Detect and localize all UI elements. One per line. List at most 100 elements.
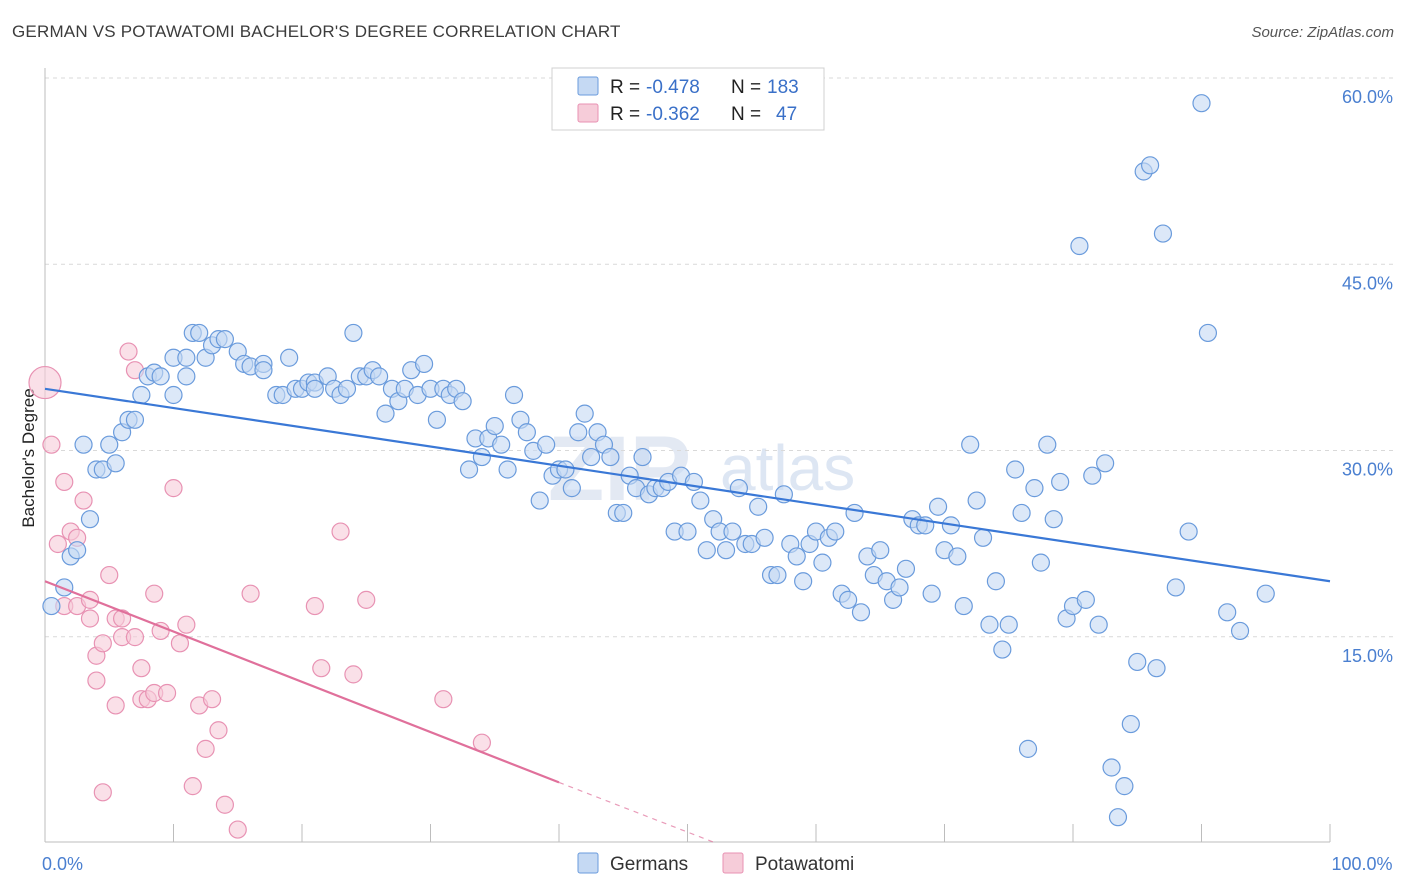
germans-point xyxy=(498,460,517,479)
germans-point xyxy=(1018,739,1038,758)
germans-point xyxy=(755,528,774,547)
germans-point xyxy=(1096,454,1115,473)
potawatomi-swatch xyxy=(577,103,599,123)
germans-point xyxy=(106,454,125,473)
germans-point xyxy=(556,460,575,479)
legend-potawatomi-label: Potawatomi xyxy=(755,854,854,875)
germans-point xyxy=(370,367,389,386)
germans-point xyxy=(215,330,234,349)
potawatomi-point xyxy=(312,659,331,678)
y-tick-label: 15.0% xyxy=(1342,646,1393,666)
germans-point xyxy=(1102,758,1121,777)
germans-point xyxy=(453,392,472,411)
germans-point xyxy=(954,596,973,616)
stats-legend: R = -0.478 N = 183 R = -0.362 N = 47 xyxy=(551,67,825,131)
germans-point xyxy=(1076,590,1095,609)
germans-point xyxy=(896,559,916,578)
potawatomi-point xyxy=(241,584,260,603)
potawatomi-point xyxy=(472,733,491,752)
potawatomi-point xyxy=(183,777,202,796)
potawatomi-point xyxy=(74,491,93,510)
potawatomi-point xyxy=(100,565,119,585)
germans-point xyxy=(1198,323,1218,343)
germans-point xyxy=(427,410,447,429)
potawatomi-point xyxy=(125,628,145,647)
germans-point xyxy=(177,367,196,386)
germans-point xyxy=(1070,236,1089,256)
germans-point xyxy=(980,615,999,634)
germans-point xyxy=(337,379,357,398)
potawatomi-point xyxy=(177,615,196,634)
x-tick-label: 100.0% xyxy=(1331,854,1392,874)
potawatomi-point xyxy=(344,665,363,684)
germans-point xyxy=(74,435,93,454)
potawatomi-point xyxy=(93,634,112,653)
germans-point xyxy=(492,435,511,454)
germans-point xyxy=(813,553,832,572)
legend-potawatomi-swatch xyxy=(722,852,744,874)
germans-point xyxy=(68,541,87,560)
germans-point xyxy=(1128,652,1147,672)
germans-point xyxy=(151,367,170,386)
germans-point xyxy=(787,547,806,566)
germans-point xyxy=(961,435,980,454)
y-tick-label: 30.0% xyxy=(1342,460,1393,480)
germans-swatch xyxy=(577,76,599,96)
potawatomi-point xyxy=(331,522,350,541)
germans-point xyxy=(376,404,395,423)
potawatomi-point xyxy=(357,590,376,609)
chart-title: GERMAN VS POTAWATOMI BACHELOR'S DEGREE C… xyxy=(12,22,621,41)
potawatomi-point xyxy=(132,659,151,678)
germans-point xyxy=(485,416,504,436)
potawatomi-point xyxy=(106,696,125,715)
germans-point xyxy=(164,385,183,405)
germans-point xyxy=(993,640,1012,659)
germans-point xyxy=(986,572,1006,591)
germans-point xyxy=(973,528,993,547)
legend-germans-swatch xyxy=(577,852,599,874)
germans-point xyxy=(871,541,890,560)
germans-point xyxy=(1153,224,1173,243)
germans-point xyxy=(1012,503,1031,523)
germans-point xyxy=(55,578,74,597)
germans-point xyxy=(948,547,967,566)
germans-point xyxy=(504,385,524,405)
bottom-legend: Germans Potawatomi xyxy=(577,852,854,875)
germans-r-value: -0.478 xyxy=(646,77,700,98)
germans-point xyxy=(1230,621,1250,641)
potawatomi-n-label: N = xyxy=(731,104,761,125)
germans-point xyxy=(537,435,556,454)
germans-point xyxy=(472,447,491,467)
y-ticks: 15.0% 30.0% 45.0% 60.0% xyxy=(1342,87,1393,666)
germans-point xyxy=(999,615,1018,634)
germans-point xyxy=(132,385,151,405)
germans-point xyxy=(42,596,61,616)
potawatomi-point xyxy=(305,596,324,616)
germans-r-label: R = xyxy=(610,77,640,98)
potawatomi-r-value: -0.362 xyxy=(646,104,700,125)
germans-point xyxy=(517,423,536,442)
potawatomi-trend-line xyxy=(44,580,560,784)
germans-point xyxy=(749,497,768,516)
legend-germans-label: Germans xyxy=(610,854,688,875)
potawatomi-point xyxy=(202,690,222,709)
germans-point xyxy=(633,447,652,467)
germans-point xyxy=(100,435,119,454)
germans-point xyxy=(1044,510,1063,529)
x-tick-label: 0.0% xyxy=(42,854,83,874)
germans-point xyxy=(1083,466,1102,485)
germans-points xyxy=(42,94,1275,827)
germans-point xyxy=(845,503,864,523)
germans-point xyxy=(1108,808,1128,827)
germans-point xyxy=(826,522,845,541)
germans-point xyxy=(928,497,948,516)
germans-point xyxy=(414,354,434,374)
germans-n-label: N = xyxy=(731,77,761,98)
germans-point xyxy=(1051,472,1070,492)
germans-point xyxy=(125,410,145,429)
germans-point xyxy=(691,491,710,510)
potawatomi-point xyxy=(164,479,183,498)
germans-point xyxy=(80,510,100,529)
x-ticks: 0.0% 100.0% xyxy=(42,824,1393,874)
